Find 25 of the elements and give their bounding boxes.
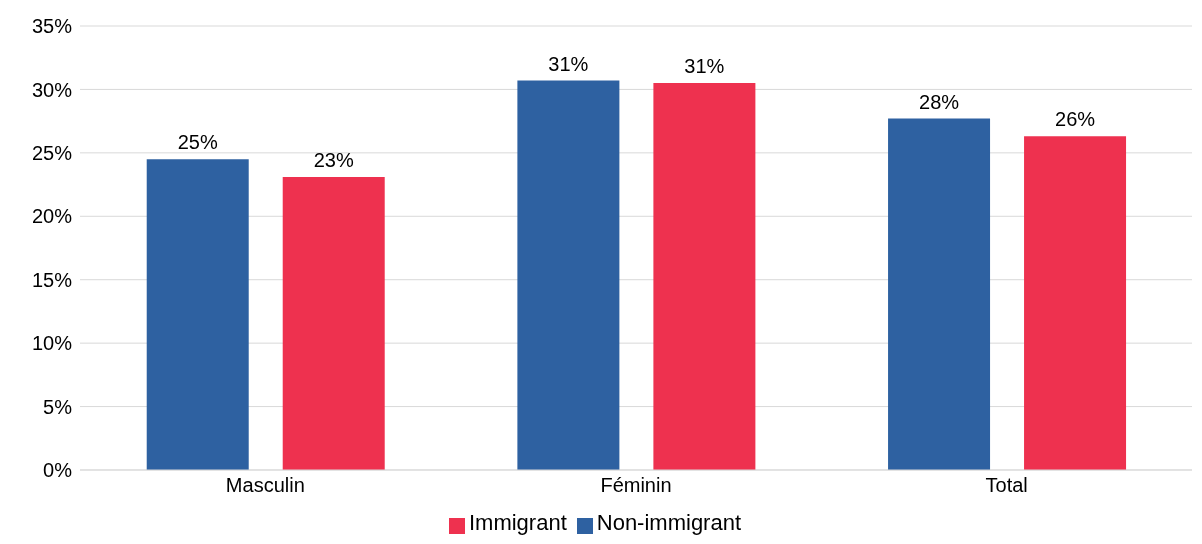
x-tick-label: Féminin	[600, 474, 672, 497]
legend-label: Immigrant	[468, 510, 567, 535]
bar	[517, 80, 620, 470]
bar	[1024, 136, 1127, 470]
y-tick-label: 20%	[31, 205, 73, 228]
bar	[888, 118, 991, 470]
y-tick-label: 15%	[31, 268, 73, 291]
y-tick-label: 5%	[43, 395, 73, 418]
y-tick-label: 35%	[31, 15, 73, 38]
y-tick-label: 25%	[31, 141, 73, 164]
x-tick-label: Total	[985, 474, 1028, 497]
x-tick-label: Masculin	[225, 474, 305, 497]
data-label: 31%	[548, 52, 589, 75]
data-label: 25%	[177, 131, 218, 154]
data-label: 31%	[684, 55, 725, 78]
bar	[146, 159, 249, 470]
bar	[282, 176, 385, 470]
y-tick-label: 0%	[43, 459, 73, 482]
data-label: 23%	[313, 148, 354, 171]
bar	[653, 83, 756, 470]
legend-label: Non-immigrant	[596, 510, 742, 535]
y-tick-label: 30%	[31, 78, 73, 101]
data-label: 28%	[919, 90, 960, 113]
data-label: 26%	[1055, 108, 1096, 131]
y-tick-label: 10%	[31, 332, 73, 355]
